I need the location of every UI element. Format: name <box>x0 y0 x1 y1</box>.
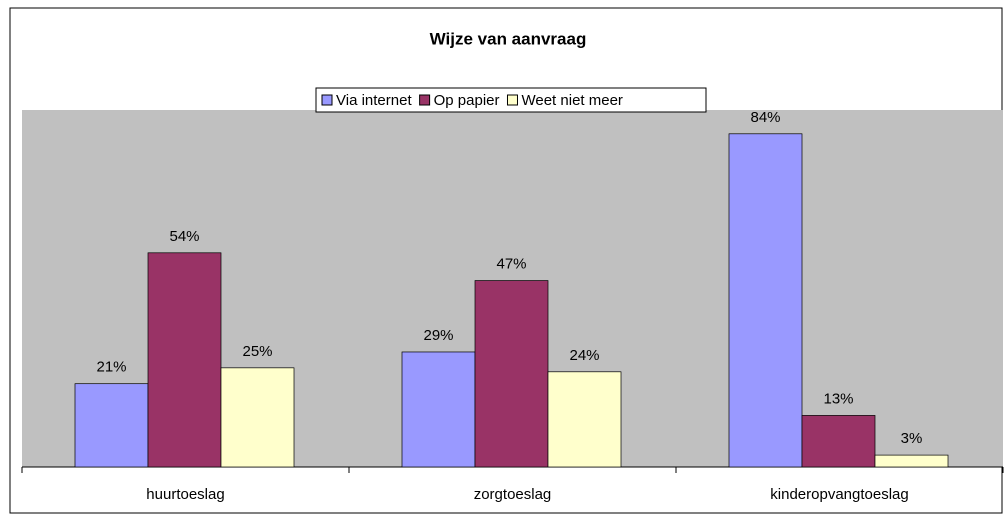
chart-title: Wijze van aanvraag <box>430 29 587 48</box>
data-label: 84% <box>750 109 780 126</box>
data-label: 54% <box>169 228 199 245</box>
data-label: 24% <box>569 347 599 364</box>
bar <box>474 280 549 468</box>
bar <box>401 351 476 468</box>
bar <box>147 252 222 468</box>
data-label: 3% <box>901 430 923 447</box>
x-tick-label: zorgtoeslag <box>474 486 552 503</box>
data-label: 13% <box>823 390 853 407</box>
data-label: 21% <box>96 359 126 376</box>
legend-label: Via internet <box>336 92 412 109</box>
bar <box>220 367 295 468</box>
legend-swatch <box>321 94 333 106</box>
bar <box>547 371 622 468</box>
legend-swatch <box>506 94 518 106</box>
bar <box>874 454 949 468</box>
bar <box>728 133 803 468</box>
bar <box>801 415 876 468</box>
legend-swatch <box>419 94 431 106</box>
data-label: 29% <box>423 327 453 344</box>
x-tick-label: kinderopvangtoeslag <box>770 486 908 503</box>
bar <box>74 383 149 468</box>
data-label: 25% <box>242 343 272 360</box>
legend-label: Weet niet meer <box>521 92 622 109</box>
x-tick-label: huurtoeslag <box>146 486 224 503</box>
legend-label: Op papier <box>434 92 500 109</box>
data-label: 47% <box>496 256 526 273</box>
